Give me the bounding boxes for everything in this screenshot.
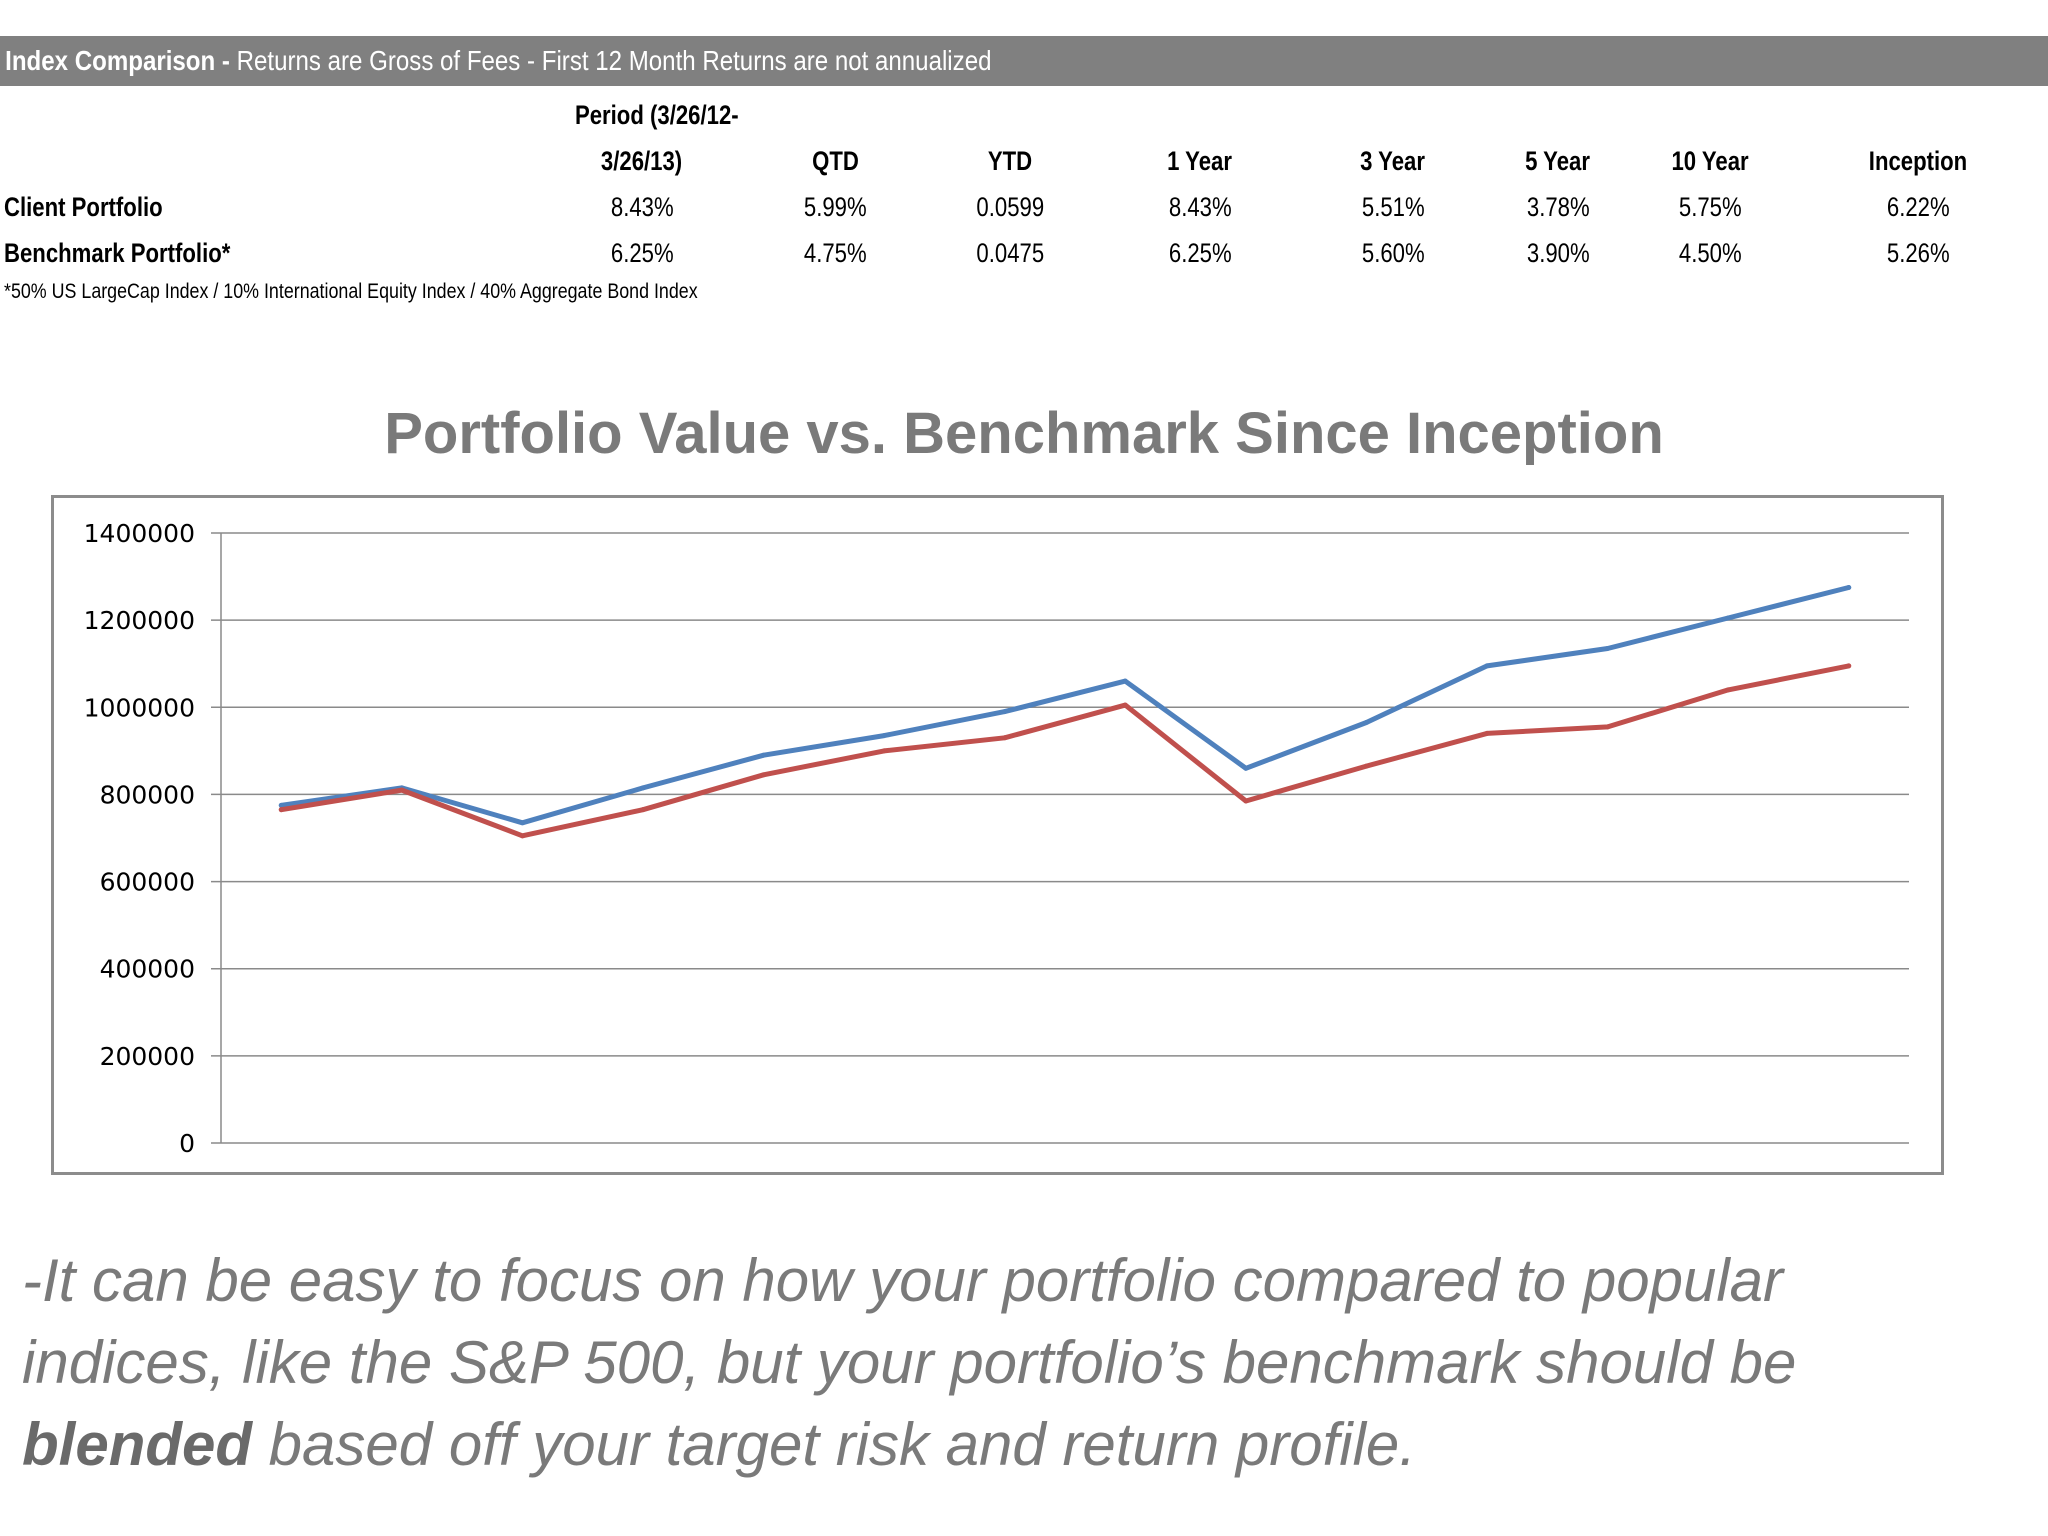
y-tick-label: 400000	[100, 955, 195, 984]
y-tick-label: 600000	[100, 868, 195, 897]
data-point	[1484, 663, 1490, 669]
table-cell: 0.0475	[976, 238, 1044, 268]
data-point	[1363, 763, 1369, 769]
line-chart: 0 200000 400000 600000 800000 1000000 1200000 1…	[84, 519, 1909, 1158]
series-line-2	[278, 663, 1852, 839]
data-point	[1725, 615, 1731, 621]
data-point	[1122, 702, 1128, 708]
row-label-benchmark-portfolio: Benchmark Portfolio*	[4, 238, 231, 268]
col-header-3-year: 3 Year	[1360, 146, 1426, 176]
y-tick-label: 200000	[100, 1042, 195, 1071]
y-tick-label: 1400000	[84, 519, 195, 548]
data-point	[1846, 584, 1852, 590]
data-point	[1605, 645, 1611, 651]
table-cell: 5.51%	[1361, 192, 1425, 222]
caption-line-2: indices, like the S&P 500, but your port…	[22, 1329, 1797, 1396]
table-cell: 5.75%	[1678, 192, 1742, 222]
caption-emphasis: blended	[22, 1411, 253, 1478]
caption-line-1: -It can be easy to focus on how your por…	[22, 1247, 1784, 1314]
table-cell: 0.0599	[976, 192, 1044, 222]
data-point	[1725, 687, 1731, 693]
data-point	[1122, 678, 1128, 684]
data-point	[1002, 709, 1008, 715]
data-point	[519, 833, 525, 839]
caption: -It can be easy to focus on how your por…	[22, 1240, 2022, 1486]
col-header-ytd: YTD	[987, 146, 1033, 176]
data-point	[399, 787, 405, 793]
table-cell: 6.25%	[610, 238, 674, 268]
col-header-period-line2: 3/26/13)	[601, 146, 683, 176]
col-header-qtd: QTD	[811, 146, 859, 176]
col-header-5-year: 5 Year	[1525, 146, 1591, 176]
col-header-1-year: 1 Year	[1167, 146, 1233, 176]
data-point	[1484, 730, 1490, 736]
data-point	[881, 748, 887, 754]
table-cell: 5.26%	[1886, 238, 1950, 268]
chart-frame: 0 200000 400000 600000 800000 1000000 1200000 1…	[51, 495, 1944, 1175]
y-tick-label: 800000	[100, 780, 195, 809]
table-cell: 5.99%	[803, 192, 867, 222]
table-cell: 4.50%	[1678, 238, 1742, 268]
table-cell: 6.25%	[1168, 238, 1232, 268]
caption-line-3: blended based off your target risk and r…	[22, 1404, 2022, 1486]
col-header-inception: Inception	[1868, 146, 1968, 176]
data-point	[519, 820, 525, 826]
col-header-period-line1: Period (3/26/12-	[574, 100, 739, 130]
y-tick-label: 1200000	[84, 606, 195, 635]
data-point	[640, 807, 646, 813]
table-footnote: *50% US LargeCap Index / 10% Internation…	[4, 280, 698, 303]
data-point	[1243, 798, 1249, 804]
col-header-10-year: 10 Year	[1671, 146, 1749, 176]
table-cell: 3.78%	[1526, 192, 1590, 222]
table-cell: 4.75%	[803, 238, 867, 268]
caption-line-3-rest: based off your target risk and return pr…	[252, 1411, 1416, 1478]
table-cell: 5.60%	[1361, 238, 1425, 268]
data-point	[1363, 720, 1369, 726]
data-point	[1846, 663, 1852, 669]
table-cell: 3.90%	[1526, 238, 1590, 268]
data-point	[761, 752, 767, 758]
data-point	[1243, 765, 1249, 771]
table-cell: 8.43%	[610, 192, 674, 222]
y-tick-label: 1000000	[84, 693, 195, 722]
chart-title: Portfolio Value vs. Benchmark Since Ince…	[384, 401, 1664, 466]
table-cell: 6.22%	[1886, 192, 1950, 222]
header-title-bold: Index Comparison -	[5, 45, 230, 76]
header-bar: Index Comparison - Returns are Gross of …	[0, 36, 2048, 86]
header-title-rest: Returns are Gross of Fees - First 12 Mon…	[229, 45, 992, 76]
data-point	[881, 733, 887, 739]
y-tick-label: 0	[179, 1129, 195, 1158]
data-point	[1002, 735, 1008, 741]
table-cell: 8.43%	[1168, 192, 1232, 222]
data-point	[640, 785, 646, 791]
data-point	[761, 772, 767, 778]
data-point	[1605, 724, 1611, 730]
row-label-client-portfolio: Client Portfolio	[4, 192, 163, 222]
data-point	[278, 802, 284, 808]
data-point	[278, 807, 284, 813]
series-line-1	[278, 585, 1852, 826]
